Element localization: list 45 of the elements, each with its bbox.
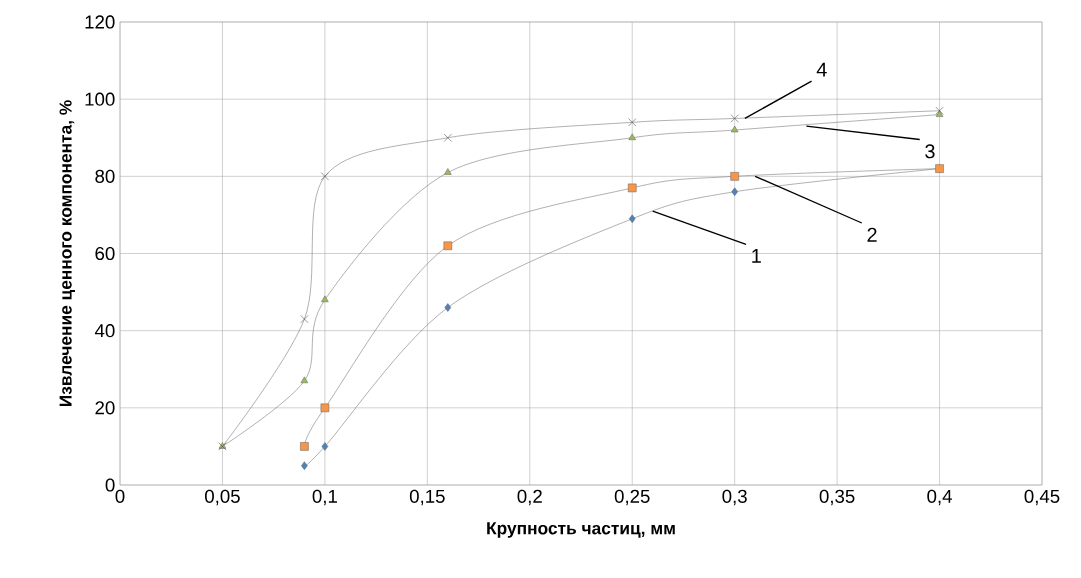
point: [444, 168, 452, 175]
x-tick-label: 0,45: [1024, 489, 1060, 506]
point: [444, 303, 452, 312]
annotation: 3: [925, 144, 935, 159]
x-tick-label: 0,35: [819, 489, 855, 506]
point: [730, 125, 739, 133]
y-tick-label: 100: [85, 92, 115, 106]
x-tick-label: 0,25: [614, 489, 650, 506]
point: [935, 106, 944, 115]
x-tick-label: 0,15: [409, 489, 445, 506]
x-axis-title: Крупность частиц, мм: [487, 522, 675, 538]
y-tick-label: 80: [95, 169, 115, 183]
x-tick-label: 0,05: [205, 489, 240, 506]
annotation: 1: [752, 249, 761, 263]
point: [443, 241, 453, 251]
point: [320, 172, 329, 181]
point: [321, 295, 329, 303]
y-tick-label: 20: [95, 401, 115, 415]
annotation: 4: [816, 62, 827, 77]
y-axis-title: Извлечение ценного компонента, %: [59, 100, 75, 407]
point: [300, 376, 309, 384]
point: [320, 403, 330, 413]
point: [628, 133, 636, 141]
point: [443, 133, 452, 142]
point: [730, 114, 739, 123]
point: [321, 442, 329, 451]
point: [730, 172, 739, 181]
y-tick-label: 40: [94, 324, 115, 338]
y-tick-label: 0: [105, 478, 115, 492]
x-tick-label: 0: [115, 489, 125, 503]
x-tick-label: 0,3: [722, 489, 747, 506]
y-tick-label: 120: [85, 15, 115, 29]
x-tick-label: 0,2: [517, 489, 542, 506]
annotation: 2: [867, 227, 877, 242]
point: [628, 118, 637, 127]
x-tick-label: 0,1: [312, 489, 337, 506]
y-tick-label: 60: [95, 246, 115, 261]
point: [627, 183, 637, 193]
point: [300, 315, 309, 324]
point: [301, 461, 308, 470]
point: [628, 214, 636, 224]
point: [731, 187, 738, 197]
point: [935, 110, 944, 117]
x-tick-label: 0,4: [927, 489, 952, 506]
point: [300, 442, 309, 451]
